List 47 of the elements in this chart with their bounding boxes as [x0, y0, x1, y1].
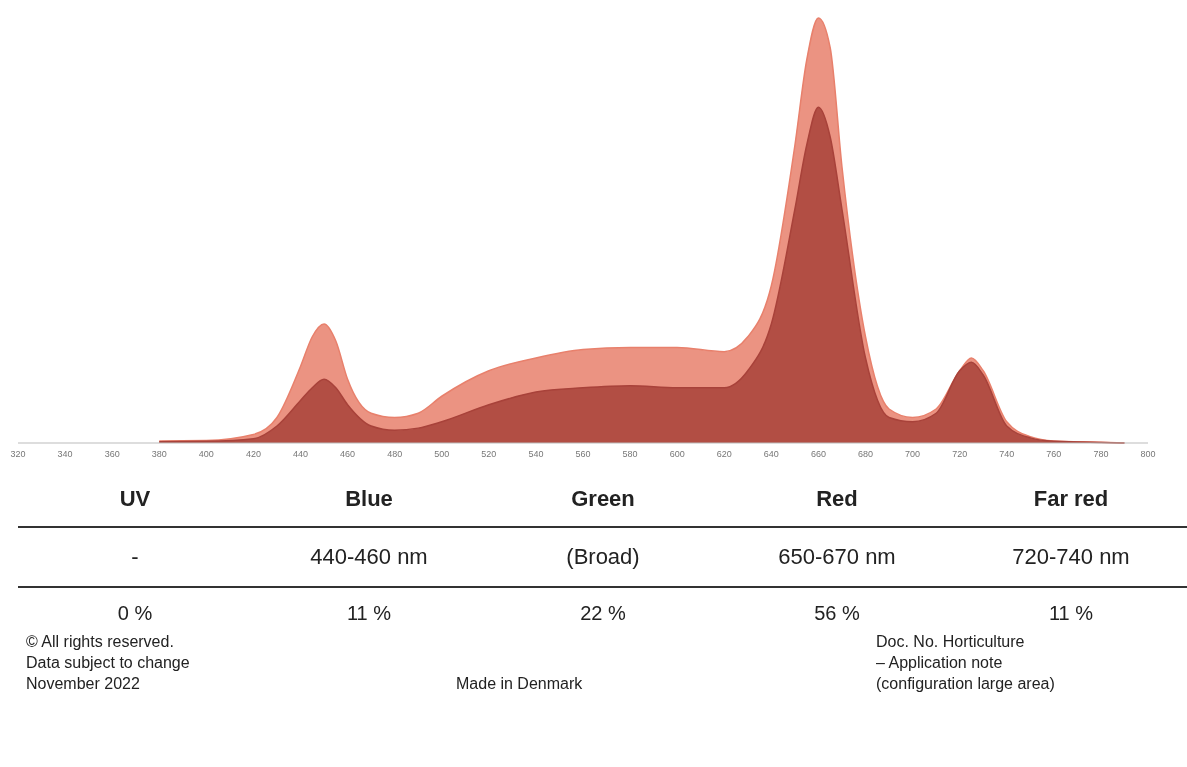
x-tick-label: 740 [999, 449, 1015, 460]
x-tick-label: 800 [1140, 449, 1156, 460]
x-tick-label: 320 [10, 449, 26, 460]
x-tick-label: 600 [669, 449, 685, 460]
category-label: Far red [1032, 486, 1110, 512]
text: Doc. No. Horticulture [876, 632, 1026, 652]
x-tick-label: 340 [57, 449, 73, 460]
x-tick-label: 680 [857, 449, 874, 460]
category-label: Red [815, 486, 859, 512]
x-tick-label: 640 [763, 449, 779, 460]
text: 11 % [346, 602, 392, 624]
category-label: Green [570, 486, 636, 512]
text: 650-670 nm [777, 544, 897, 570]
x-tick-label: 660 [810, 449, 826, 460]
x-tick-label: 540 [528, 449, 544, 460]
x-tick-label: 560 [575, 449, 591, 460]
x-tick-label: 760 [1046, 449, 1062, 460]
text: November 2022 [26, 674, 141, 694]
x-tick-label: 480 [387, 449, 403, 460]
text: 440-460 nm [309, 544, 429, 570]
x-tick-label: 520 [481, 449, 497, 460]
x-tick-label: 620 [716, 449, 732, 460]
text: (configuration large area) [876, 674, 1056, 694]
x-tick-label: 500 [434, 449, 450, 460]
text: 11 % [1048, 602, 1094, 624]
text: Made in Denmark [456, 674, 584, 694]
x-tick-label: 440 [292, 449, 309, 460]
x-tick-label: 400 [198, 449, 214, 460]
category-label: UV [118, 486, 152, 512]
text: 0 % [117, 602, 153, 624]
text: - [130, 544, 140, 570]
text: (Broad) [565, 544, 641, 570]
x-tick-label: 460 [340, 449, 356, 460]
text: © All rights reserved. [26, 632, 175, 652]
category-label: Blue [344, 486, 394, 512]
text: Data subject to change [26, 653, 191, 673]
x-tick-label: 700 [905, 449, 921, 460]
x-tick-label: 720 [952, 449, 968, 460]
x-tick-label: 380 [151, 449, 167, 460]
text: – Application note [876, 653, 1004, 673]
text: 720-740 nm [1011, 544, 1131, 570]
text: 56 % [814, 602, 860, 624]
x-tick-label: 780 [1093, 449, 1109, 460]
x-tick-label: 360 [104, 449, 120, 460]
text: 22 % [580, 602, 626, 624]
x-tick-label: 420 [245, 449, 261, 460]
x-tick-label: 580 [622, 449, 638, 460]
